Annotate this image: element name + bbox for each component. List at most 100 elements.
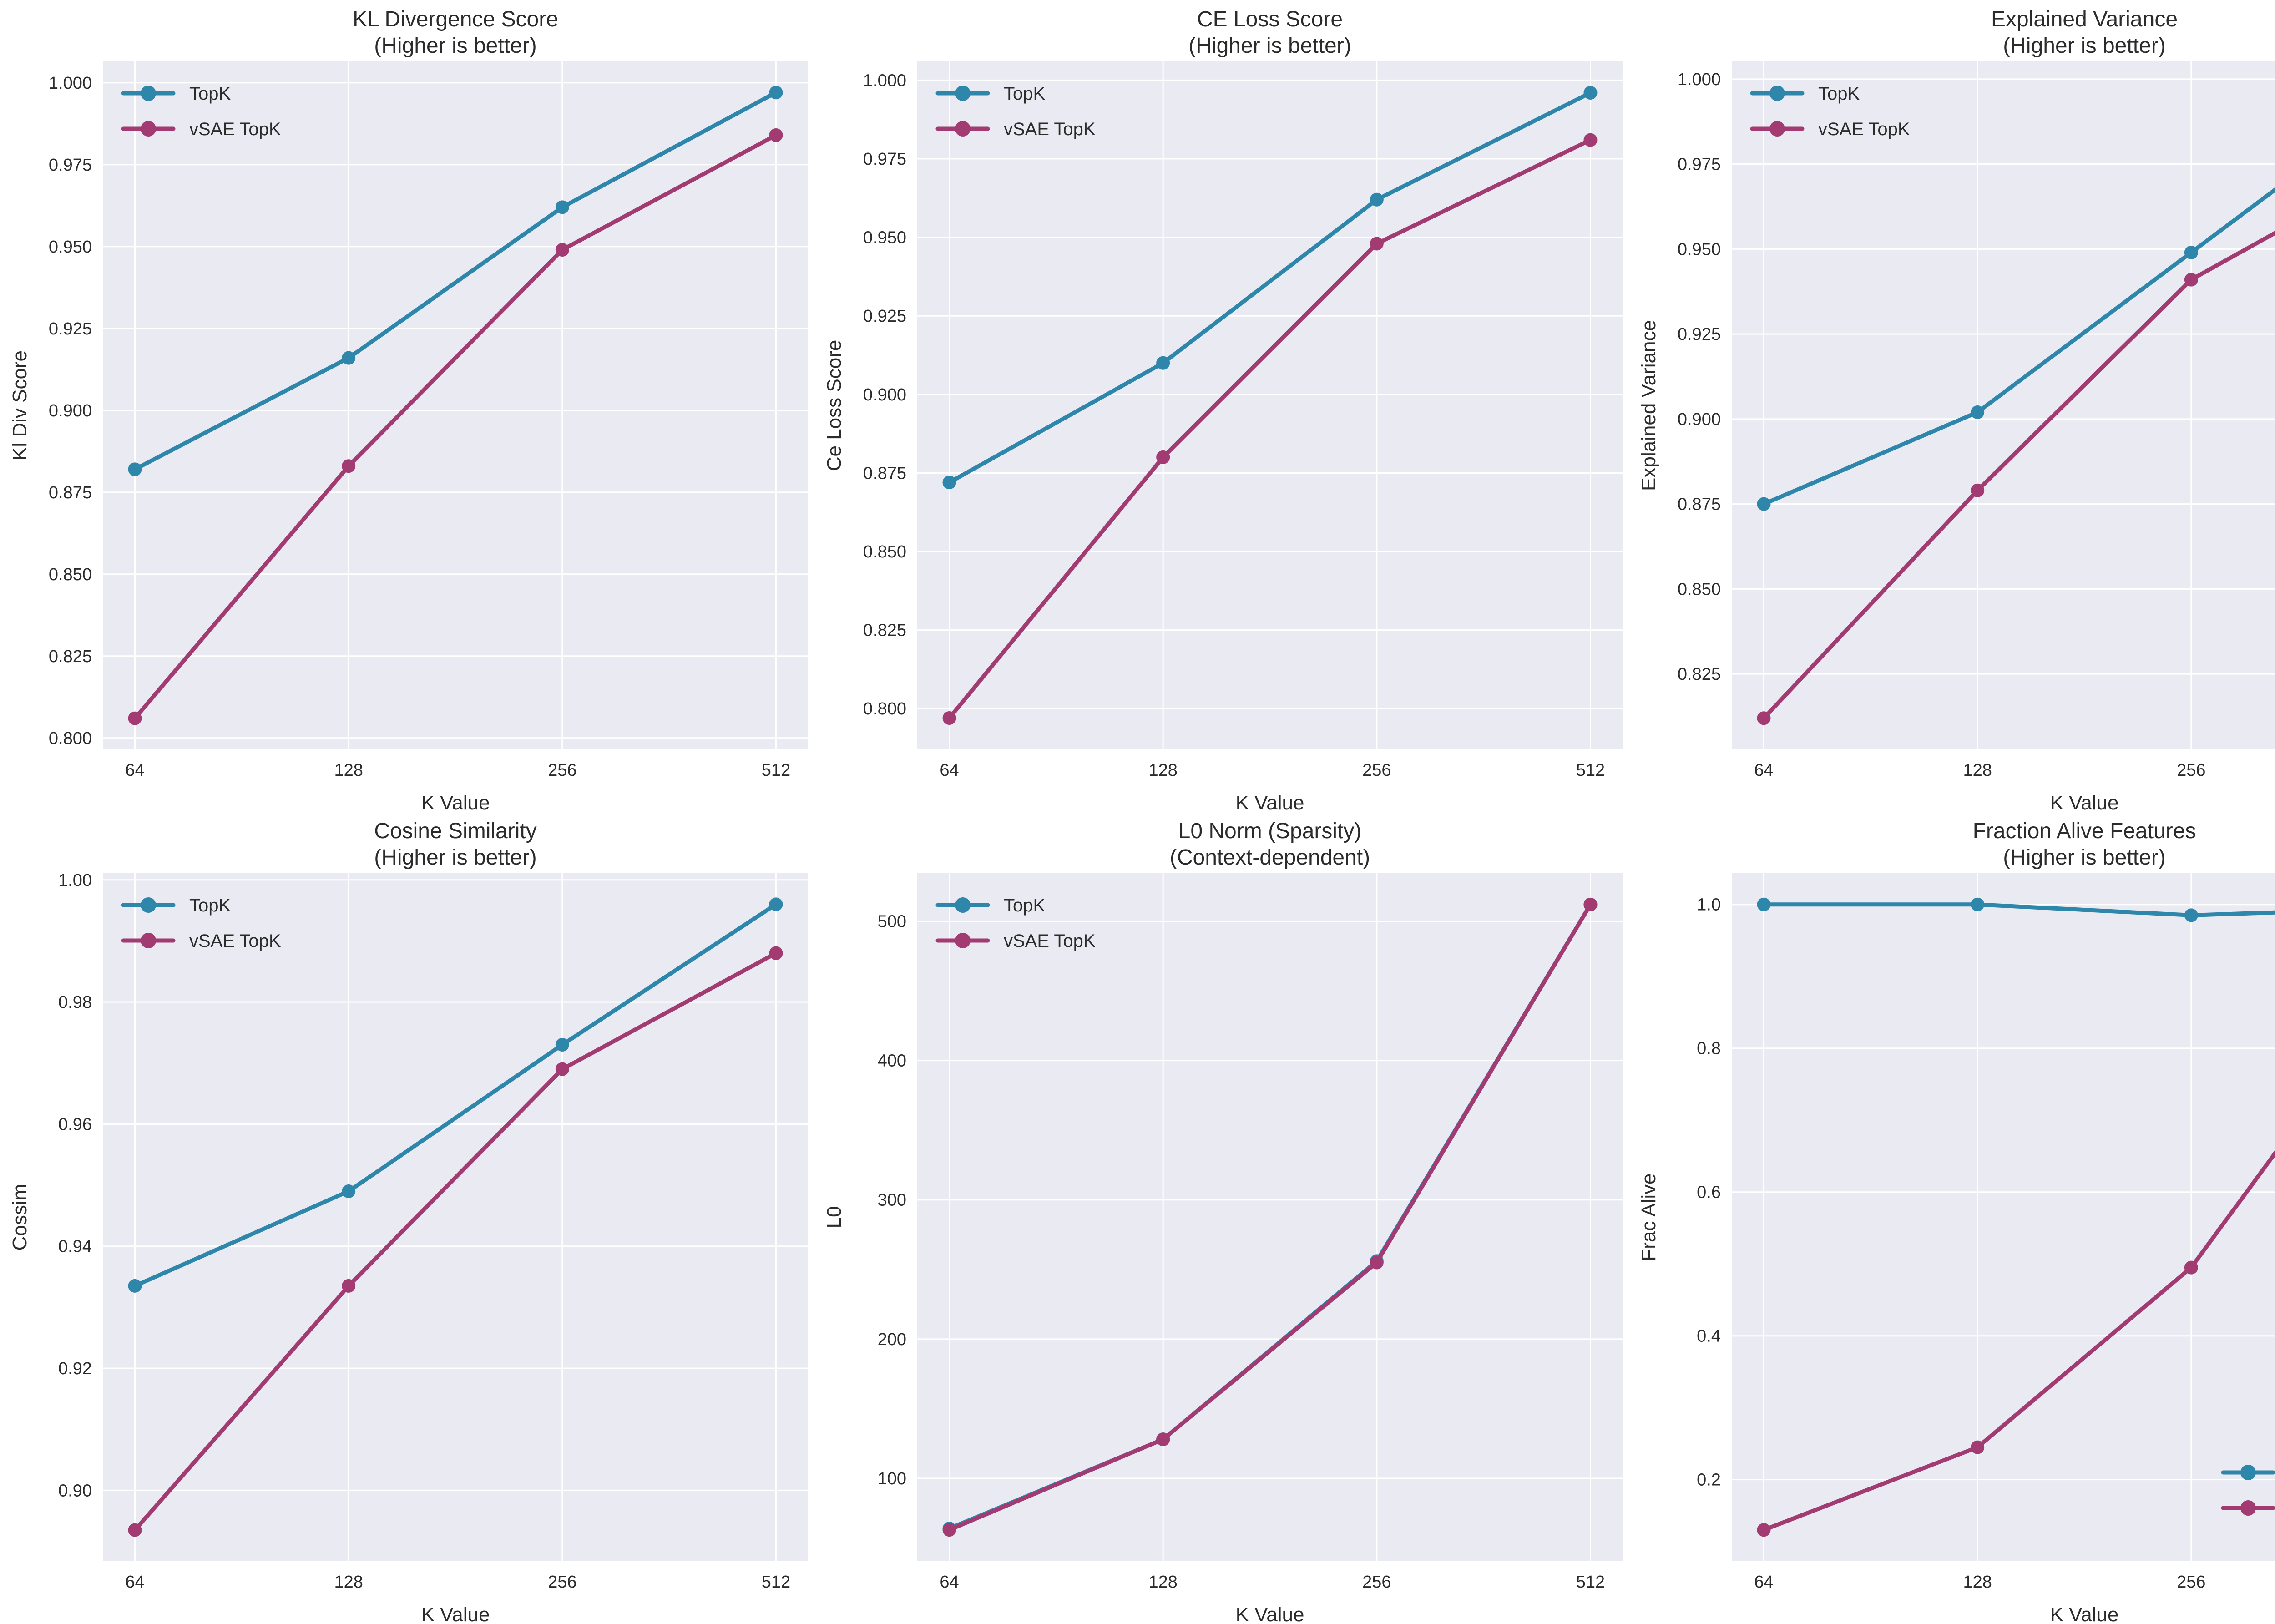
y-tick-label: 0.975 (863, 150, 906, 169)
data-point-marker-vsae-topk (2184, 273, 2198, 287)
chart-title: Cosine Similarity (374, 819, 536, 843)
legend-marker-icon-vsae-topk (141, 933, 156, 948)
x-tick-label: 64 (940, 1573, 959, 1592)
data-point-marker-topk (769, 86, 783, 100)
y-tick-label: 0.900 (49, 401, 92, 420)
data-point-marker-topk (2184, 245, 2198, 259)
chart-subtitle: (Higher is better) (374, 34, 536, 58)
data-point-marker-vsae-topk (1370, 237, 1384, 251)
chart-title: KL Divergence Score (353, 7, 558, 31)
legend-marker-icon-topk (1769, 86, 1785, 101)
legend-marker-icon-topk (955, 897, 971, 913)
x-tick-label: 256 (548, 761, 576, 780)
chart-kl-divergence-score: 0.800 0.825 0.850 0.875 0.900 0.925 0.950 0.975… (0, 0, 814, 812)
y-tick-label: 1.00 (58, 871, 92, 890)
y-tick-label: 0.925 (49, 319, 92, 339)
series-line-topk (1762, 902, 2275, 917)
data-point-marker-vsae-topk (1156, 450, 1170, 464)
x-tick-label: 128 (1963, 1573, 1992, 1592)
y-tick-label: 0.825 (1678, 665, 1721, 684)
data-point-marker-topk (1370, 192, 1384, 207)
y-tick-label: 0.800 (863, 699, 906, 718)
x-axis-label: K Value (1236, 1604, 1304, 1624)
series-line-vsae-topk (133, 133, 778, 721)
x-tick-label: 128 (334, 761, 363, 780)
y-tick-label: 0.2 (1697, 1471, 1721, 1490)
y-tick-label: 100 (878, 1469, 906, 1488)
data-point-marker-topk (555, 200, 569, 214)
legend-label: TopK (189, 895, 231, 916)
y-tick-label: 0.850 (1678, 580, 1721, 599)
y-tick-label: 0.850 (49, 565, 92, 584)
data-point-marker-vsae-topk (769, 128, 783, 142)
data-point-marker-topk (1971, 897, 1985, 911)
axes-background (103, 61, 808, 749)
x-tick-label: 512 (1576, 1573, 1605, 1592)
legend-label: vSAE TopK (189, 119, 281, 139)
data-point-marker-topk (555, 1037, 569, 1052)
x-tick-label: 128 (1963, 761, 1992, 780)
x-tick-label: 64 (125, 1573, 144, 1592)
y-tick-label: 300 (878, 1191, 906, 1210)
axes-background (917, 61, 1623, 749)
x-tick-label: 64 (1754, 1573, 1773, 1592)
axes-background (917, 873, 1623, 1561)
y-tick-label: 1.000 (863, 71, 906, 90)
y-tick-label: 0.925 (1678, 325, 1721, 344)
data-point-marker-vsae-topk (1583, 133, 1598, 147)
data-point-marker-topk (2184, 908, 2198, 922)
data-point-marker-vsae-topk (1757, 711, 1771, 725)
data-point-marker-vsae-topk (1370, 1255, 1384, 1270)
y-tick-label: 0.825 (49, 647, 92, 666)
series-line-topk (1762, 187, 2275, 506)
data-point-marker-topk (1757, 497, 1771, 511)
x-tick-label: 512 (762, 761, 790, 780)
legend-marker-icon-vsae-topk (955, 121, 971, 137)
data-point-marker-topk (1583, 86, 1598, 100)
y-tick-label: 0.800 (49, 729, 92, 748)
y-tick-label: 0.900 (863, 385, 906, 405)
legend-marker-icon-topk (141, 897, 156, 913)
y-tick-label: 0.875 (1678, 495, 1721, 514)
data-point-marker-vsae-topk (128, 711, 142, 725)
x-tick-label: 64 (1754, 761, 1773, 780)
data-point-marker-vsae-topk (342, 459, 356, 473)
data-point-marker-topk (342, 1184, 356, 1198)
x-tick-label: 256 (1362, 761, 1391, 780)
chart-subtitle: (Higher is better) (2003, 34, 2165, 58)
y-axis-label: L0 (823, 1206, 845, 1229)
y-tick-label: 0.8 (1697, 1039, 1721, 1058)
x-tick-label: 128 (334, 1573, 363, 1592)
x-tick-label: 128 (1148, 761, 1177, 780)
axes-background (1732, 873, 2275, 1561)
x-axis-label: K Value (2050, 1604, 2119, 1624)
x-axis-label: K Value (1236, 792, 1304, 812)
data-point-marker-vsae-topk (128, 1523, 142, 1537)
chart-ce-loss-score: 0.800 0.825 0.850 0.875 0.900 0.925 0.950 0.975… (814, 0, 1629, 812)
series-line-vsae-topk (1762, 1150, 2275, 1532)
y-tick-label: 0.825 (863, 621, 906, 640)
y-tick-label: 0.950 (1678, 240, 1721, 259)
y-tick-label: 0.950 (49, 238, 92, 257)
data-point-marker-topk (1971, 405, 1985, 419)
data-point-marker-vsae-topk (1971, 483, 1985, 497)
x-tick-label: 64 (940, 761, 959, 780)
data-point-marker-topk (128, 1279, 142, 1293)
data-point-marker-vsae-topk (942, 1523, 956, 1537)
series-line-topk (947, 91, 1592, 485)
x-tick-label: 256 (2177, 1573, 2205, 1592)
y-axis-label: Cossim (9, 1184, 31, 1251)
legend-label: TopK (1004, 895, 1045, 916)
y-tick-label: 1.000 (49, 74, 92, 93)
chart-title: Explained Variance (1991, 7, 2178, 31)
axes-background (103, 873, 808, 1561)
legend-marker-icon-topk (2240, 1465, 2256, 1480)
y-axis-label: Kl Div Score (9, 350, 31, 460)
data-point-marker-vsae-topk (555, 1062, 569, 1076)
y-tick-label: 0.6 (1697, 1183, 1721, 1202)
legend-label: TopK (189, 84, 231, 104)
x-tick-label: 512 (762, 1573, 790, 1592)
data-point-marker-topk (1156, 356, 1170, 370)
series-line-vsae-topk (947, 902, 1592, 1532)
